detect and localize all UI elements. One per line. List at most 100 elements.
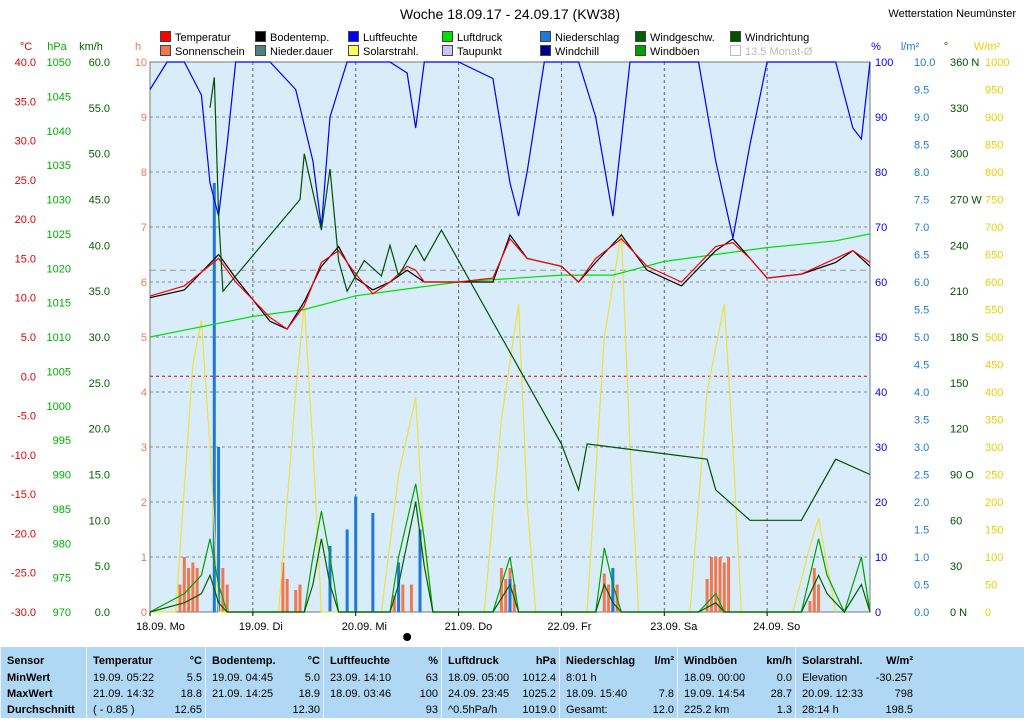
sunshine-bar <box>409 584 413 612</box>
legend-label: Windchill <box>555 46 600 58</box>
solar-tick-label: 200 <box>985 497 1003 509</box>
direction-tick-label: 270 W <box>950 195 982 207</box>
summary-block: Solarstrahl. W/m² Elevation -30.257 20.09. 1… <box>795 647 917 718</box>
summary-cell-value: 18.9 <box>298 688 320 700</box>
summary-cell-label: 18.09. 00:00 <box>684 672 746 684</box>
summary-cell-label: 21.09. 14:25 <box>212 688 274 700</box>
pressure-tick-label: 1040 <box>47 126 71 138</box>
solar-tick-label: 150 <box>985 525 1003 537</box>
rain-tick-label: 9.0 <box>914 112 929 124</box>
direction-tick-label: 90 O <box>950 470 974 482</box>
summary-row: Luftdruck hPa <box>448 655 556 671</box>
wind-tick-label: 5.0 <box>95 561 110 573</box>
summary-block: Luftdruck hPa 18.09. 05:00 1012.4 24.09. 23:… <box>441 647 560 718</box>
unit-label-hpa: hPa <box>47 41 67 53</box>
direction-tick-label: 120 <box>950 424 968 436</box>
legend-item: Niederschlag <box>540 31 619 44</box>
series-windgeschw <box>149 501 871 613</box>
pressure-tick-label: 1005 <box>47 366 71 378</box>
summary-cell-label: 28:14 h <box>802 704 839 716</box>
sunshine-bar <box>392 595 396 612</box>
summary-cell-label: Temperatur <box>93 655 153 667</box>
summary-cell-value: 100 <box>419 688 438 700</box>
legend-label: Windgeschw. <box>650 32 715 44</box>
wind-tick-label: 15.0 <box>89 470 110 482</box>
summary-row: 28:14 h 198.5 <box>802 704 913 720</box>
summary-row: 93 <box>330 704 438 720</box>
pressure-tick-label: 1050 <box>47 57 71 69</box>
legend-swatch <box>442 31 453 42</box>
summary-cell-label: MinWert <box>7 672 51 684</box>
summary-cell-value: 5.5 <box>186 672 202 684</box>
direction-tick-label: 60 <box>950 515 962 527</box>
summary-cell-label: 20.09. 12:33 <box>802 688 864 700</box>
day-label: 20.09. Mi <box>342 621 387 633</box>
legend-label: Solarstrahl. <box>363 46 419 58</box>
legend-label: 13.5 Monat-Ø <box>745 46 813 58</box>
precip-bar <box>217 447 221 612</box>
summary-cell-label: 24.09. 23:45 <box>448 688 510 700</box>
summary-block: Niederschlag l/m² 8:01 h 18.09. 15:40 7.8 Ges… <box>559 647 678 718</box>
temp-tick-label: 10.0 <box>15 293 36 305</box>
summary-row: 18.09. 03:46 100 <box>330 688 438 704</box>
rain-tick-label: 9.5 <box>914 85 929 97</box>
legend-swatch <box>348 31 359 42</box>
legend-swatch <box>730 31 741 42</box>
sunshine-bar <box>195 568 199 612</box>
summary-row: 19.09. 14:54 28.7 <box>684 688 792 704</box>
series-temperatur <box>149 237 871 330</box>
sunshine-tick-label: 3 <box>141 442 147 454</box>
pressure-tick-label: 1035 <box>47 160 71 172</box>
legend-swatch <box>160 45 171 56</box>
solar-tick-label: 600 <box>985 277 1003 289</box>
unit-label-lm2: l/m² <box>901 41 920 53</box>
summary-cell-value: 198.5 <box>885 704 913 716</box>
summary-cell-value: 1025.2 <box>522 688 556 700</box>
summary-row: ( - 0.85 ) 12.65 <box>93 704 202 720</box>
wind-tick-label: 35.0 <box>89 286 110 298</box>
humidity-tick-label: 100 <box>875 57 893 69</box>
rain-tick-label: 6.0 <box>914 277 929 289</box>
weather-chart: 40.035.030.025.020.015.010.05.00.0-5.0-1… <box>11 41 1009 641</box>
sunshine-bar <box>718 557 722 612</box>
legend-item: Solarstrahl. <box>348 45 419 58</box>
sunshine-bar <box>722 562 726 612</box>
rain-tick-label: 1.5 <box>914 525 929 537</box>
direction-tick-label: 150 <box>950 378 968 390</box>
solar-tick-label: 650 <box>985 250 1003 262</box>
summary-row: ^0.5hPa/h 1019.0 <box>448 704 556 720</box>
summary-row: Sensor <box>7 655 83 671</box>
unit-label-c: °C <box>20 41 32 53</box>
legend-swatch <box>255 45 266 56</box>
pressure-tick-label: 975 <box>53 573 71 585</box>
humidity-tick-label: 80 <box>875 167 887 179</box>
summary-cell-label: 23.09. 14:10 <box>330 672 392 684</box>
day-label: 22.09. Fr <box>547 621 591 633</box>
sunshine-tick-label: 9 <box>141 112 147 124</box>
summary-row: 18.09. 15:40 7.8 <box>566 688 674 704</box>
summary-row: 19.09. 04:45 5.0 <box>212 672 320 688</box>
summary-cell-label: ( - 0.85 ) <box>93 704 135 716</box>
summary-row: 8:01 h <box>566 672 674 688</box>
legend-label: Windrichtung <box>745 32 810 44</box>
rain-tick-label: 0.5 <box>914 580 929 592</box>
legend-swatch <box>255 31 266 42</box>
rain-tick-label: 10.0 <box>914 57 935 69</box>
sunshine-bar <box>225 584 229 612</box>
solar-tick-label: 300 <box>985 442 1003 454</box>
wind-tick-label: 45.0 <box>89 195 110 207</box>
sunshine-bar <box>817 584 821 612</box>
summary-row: Bodentemp. °C <box>212 655 320 671</box>
sunshine-bar <box>714 557 718 612</box>
solar-tick-label: 700 <box>985 222 1003 234</box>
legend: Temperatur Bodentemp. Luftfeuchte Luftdruck… <box>160 31 860 61</box>
legend-item: Taupunkt <box>442 45 502 58</box>
direction-tick-label: 0 N <box>950 607 967 619</box>
summary-block: Luftfeuchte% 23.09. 14:10 63 18.09. 03:46 10… <box>323 647 442 718</box>
sunshine-bar <box>504 579 508 612</box>
summary-row: 23.09. 14:10 63 <box>330 672 438 688</box>
rain-tick-label: 4.5 <box>914 360 929 372</box>
series-luftfeuchte <box>149 61 871 239</box>
humidity-tick-label: 40 <box>875 387 887 399</box>
legend-item[interactable]: 13.5 Monat-Ø <box>730 45 812 58</box>
